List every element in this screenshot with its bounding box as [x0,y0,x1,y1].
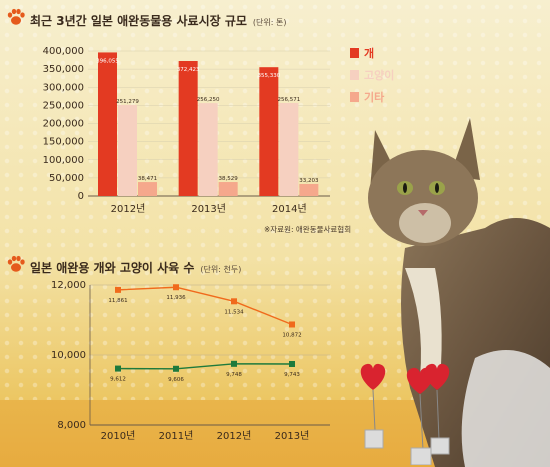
x-tick-label: 2011년 [159,430,194,442]
data-label: 11,861 [108,298,127,304]
data-point [289,360,295,367]
data-label: 9,743 [284,372,300,378]
x-tick-label: 2014년 [272,203,307,215]
y-tick-label: 12,000 [51,280,86,291]
y-tick-label: 150,000 [43,137,84,148]
data-label: 38,471 [138,176,157,182]
legend-label: 고양이 [364,68,394,82]
series-line [117,363,293,370]
line-chart-unit: (단위: 천두) [200,265,242,274]
x-tick-label: 2010년 [101,430,136,442]
data-label: 372,423 [177,67,200,73]
data-label: 33,203 [299,178,319,184]
y-tick-label: 10,000 [51,350,86,361]
data-label: 38,529 [219,176,239,182]
data-label: 9,748 [226,372,242,378]
data-label: 9,612 [110,377,126,383]
data-label: 256,250 [197,97,220,103]
source-note: ※자료원: 애완동물사료협회 [264,225,352,234]
bar [299,183,319,196]
data-label: 11,936 [166,295,186,301]
y-tick-label: 100,000 [43,155,84,166]
y-tick-label: 300,000 [43,82,84,93]
data-label: 355,330 [257,73,280,79]
bar [178,60,198,197]
y-tick-label: 400,000 [43,46,84,57]
data-label: 251,279 [116,99,139,105]
y-tick-label: 50,000 [49,173,84,184]
y-tick-label: 250,000 [43,100,84,111]
data-point [115,286,121,293]
bar [198,103,218,196]
data-point [173,284,179,291]
data-label: 396,055 [96,58,119,64]
legend-label: 기타 [364,90,385,104]
data-point [289,321,295,328]
bar [118,104,137,196]
series-line [117,286,293,326]
cat-photo [368,118,550,467]
x-tick-label: 2013년 [275,430,310,442]
legend-swatch [350,70,359,80]
x-tick-label: 2012년 [217,430,252,442]
paw-icon [7,255,25,272]
bar [98,52,117,197]
legend-swatch [350,48,359,58]
bar-chart: 400,000 350,000 300,000 250,000 200,000 150,0… [43,46,330,215]
data-point [173,365,179,372]
heart-icon [424,363,450,390]
heart-decorations [360,363,450,465]
data-point [231,360,237,367]
legend-label: 개 [364,46,374,60]
data-label: 11,534 [224,309,244,315]
bar [218,182,238,196]
bar [259,67,279,196]
line-chart-title: 일본 애완용 개와 고양이 사육 수 (단위: 천두) [30,259,241,276]
y-tick-label: 350,000 [43,64,84,75]
data-label: 9,606 [168,377,184,383]
y-tick-label: 8,000 [57,420,86,431]
bar-chart-title-text: 최근 3년간 일본 애완동물용 사료시장 규모 [30,14,247,28]
data-label: 10,872 [282,332,301,338]
paw-icon [7,8,25,25]
data-point [231,298,237,305]
y-tick-label: 0 [78,191,84,202]
data-point [115,365,121,372]
heart-icon [360,363,386,390]
bar [279,102,299,196]
line-chart-title-text: 일본 애완용 개와 고양이 사육 수 [30,261,195,275]
line-chart: 12,000 10,000 8,000 2010년 2011년 2012년 2013년 11,… [51,280,330,442]
x-tick-label: 2012년 [111,203,146,215]
data-label: 256,571 [277,97,300,103]
bar-chart-unit: (단위: 톤) [252,18,287,27]
bar-chart-title: 최근 3년간 일본 애완동물용 사료시장 규모 (단위: 톤) [30,12,286,29]
y-tick-label: 200,000 [43,119,84,130]
x-tick-label: 2013년 [191,203,226,215]
legend-swatch [350,92,359,102]
bar [138,182,157,196]
